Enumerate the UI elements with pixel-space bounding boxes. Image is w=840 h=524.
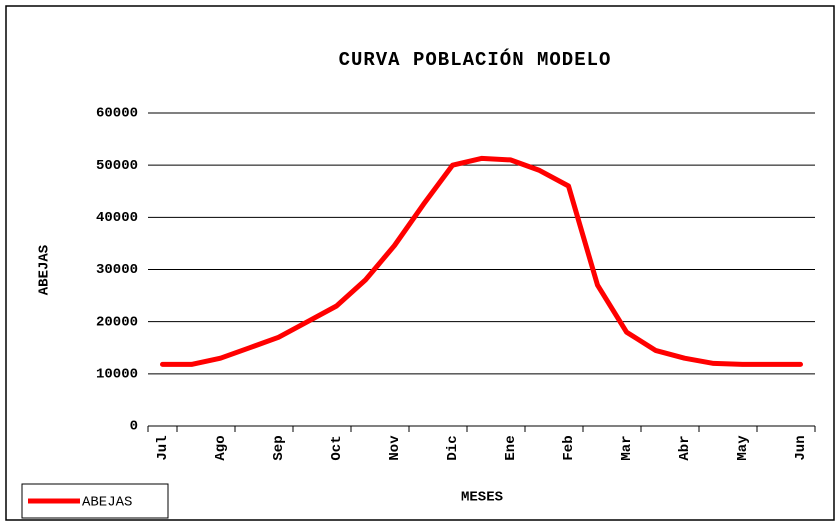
y-tick-label: 30000 xyxy=(96,262,138,278)
chart-border xyxy=(5,5,835,521)
chart-title: CURVA POBLACIÓN MODELO xyxy=(339,49,612,71)
data-line xyxy=(160,155,803,367)
x-tick-label: Jun xyxy=(793,435,809,460)
x-axis-label: MESES xyxy=(461,490,503,506)
x-tick-label: Dic xyxy=(445,435,461,460)
x-tick-label: Jul xyxy=(155,435,171,460)
x-tick-label: Abr xyxy=(677,435,693,460)
x-tick-label: Nov xyxy=(387,435,403,461)
y-tick-label: 20000 xyxy=(96,314,138,330)
x-tick-label: Oct xyxy=(329,435,345,460)
y-tick-label: 60000 xyxy=(96,106,138,122)
x-tick-label: Mar xyxy=(619,435,635,460)
x-tick-label: May xyxy=(735,435,751,461)
x-tick-label: Ago xyxy=(213,435,229,460)
y-tick-label: 0 xyxy=(130,419,138,435)
y-axis-label: ABEJAS xyxy=(37,245,53,295)
x-tick-label: Feb xyxy=(561,435,577,460)
y-tick-label: 50000 xyxy=(96,158,138,174)
x-tick-label: Ene xyxy=(503,435,519,460)
legend-text: ABEJAS xyxy=(82,495,132,511)
x-tick-label: Sep xyxy=(271,435,287,460)
y-tick-label: 40000 xyxy=(96,210,138,226)
y-tick-label: 10000 xyxy=(96,367,138,383)
